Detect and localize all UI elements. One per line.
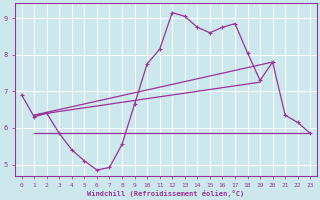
- X-axis label: Windchill (Refroidissement éolien,°C): Windchill (Refroidissement éolien,°C): [87, 190, 244, 197]
